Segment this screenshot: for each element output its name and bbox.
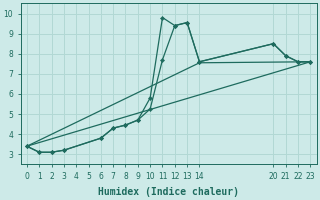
X-axis label: Humidex (Indice chaleur): Humidex (Indice chaleur) [98,186,239,197]
